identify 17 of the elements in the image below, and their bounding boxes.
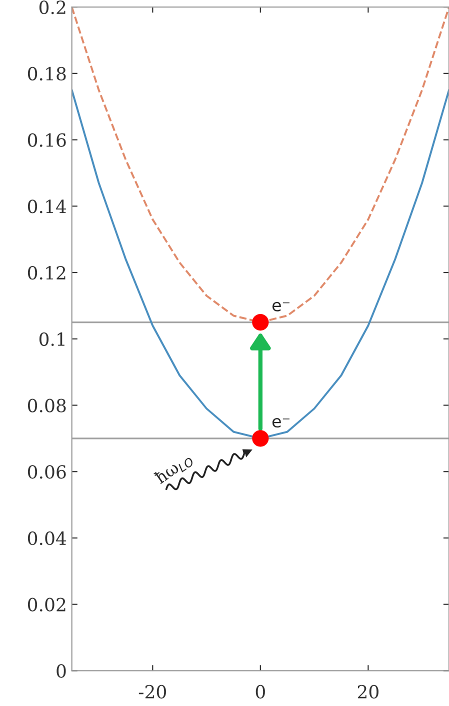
y-tick-label: 0.16 (28, 133, 66, 147)
y-tick-label: 0.08 (28, 398, 66, 412)
x-tick-label: 20 (358, 684, 378, 699)
x-tick-label: -20 (138, 684, 166, 699)
y-tick-label: 0.1 (39, 332, 64, 346)
annotation: e⁻ (272, 302, 290, 312)
y-tick-label: 0.02 (28, 598, 66, 612)
x-tick-label: 0 (256, 684, 265, 699)
y-tick-label: 0.12 (28, 266, 66, 280)
annotation: ħω$_{LO}$ (154, 451, 194, 486)
y-tick-label: 0.18 (28, 66, 66, 81)
y-tick-label: 0.04 (28, 531, 66, 546)
y-tick-label: 0 (56, 664, 66, 678)
y-tick-label: 0.14 (28, 200, 66, 214)
annotation: e⁻ (272, 418, 290, 428)
y-tick-label: 0.06 (28, 465, 66, 479)
y-tick-label: 0.2 (39, 0, 66, 14)
